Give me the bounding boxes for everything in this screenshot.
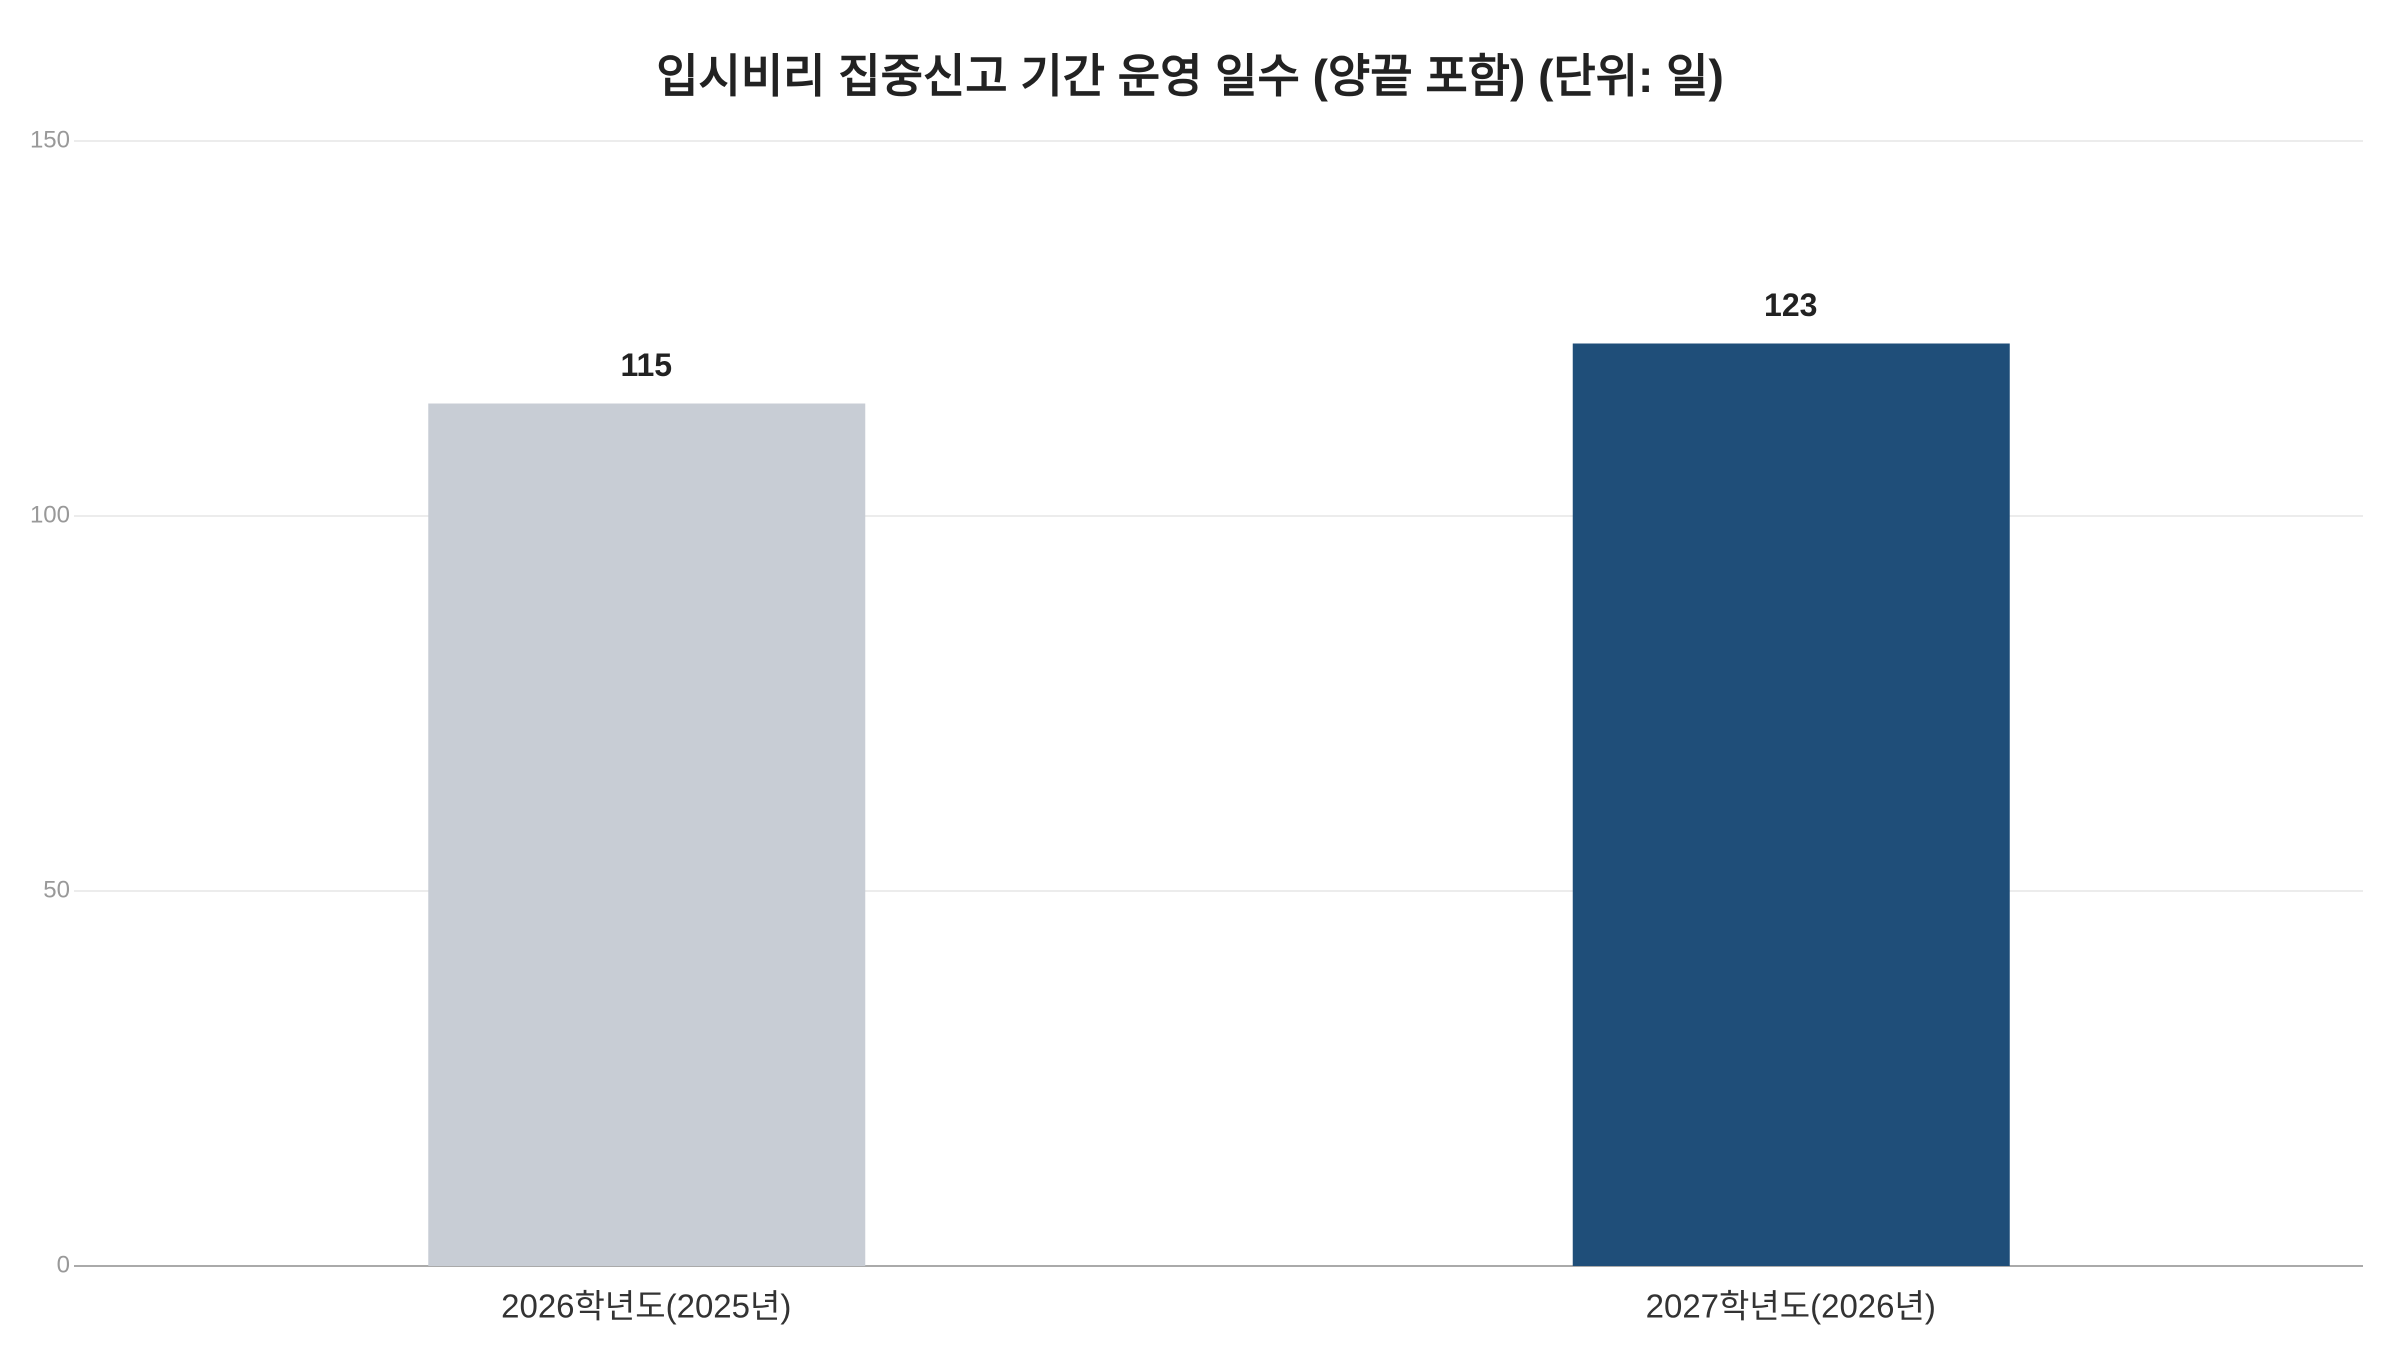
x-tick-label: 2027학년도(2026년)	[1646, 1288, 1936, 1325]
value-label: 115	[620, 347, 672, 383]
chart-title: 입시비리 집중신고 기간 운영 일수 (양끝 포함) (단위: 일)	[656, 50, 1724, 102]
y-tick-label: 150	[30, 126, 70, 153]
bar	[1572, 343, 2010, 1266]
x-tick-label: 2026학년도(2025년)	[501, 1288, 791, 1325]
value-label: 123	[1764, 287, 1817, 323]
y-tick-label: 0	[57, 1251, 70, 1278]
bar	[428, 403, 866, 1266]
y-tick-label: 50	[43, 876, 70, 903]
y-tick-label: 100	[30, 501, 70, 528]
